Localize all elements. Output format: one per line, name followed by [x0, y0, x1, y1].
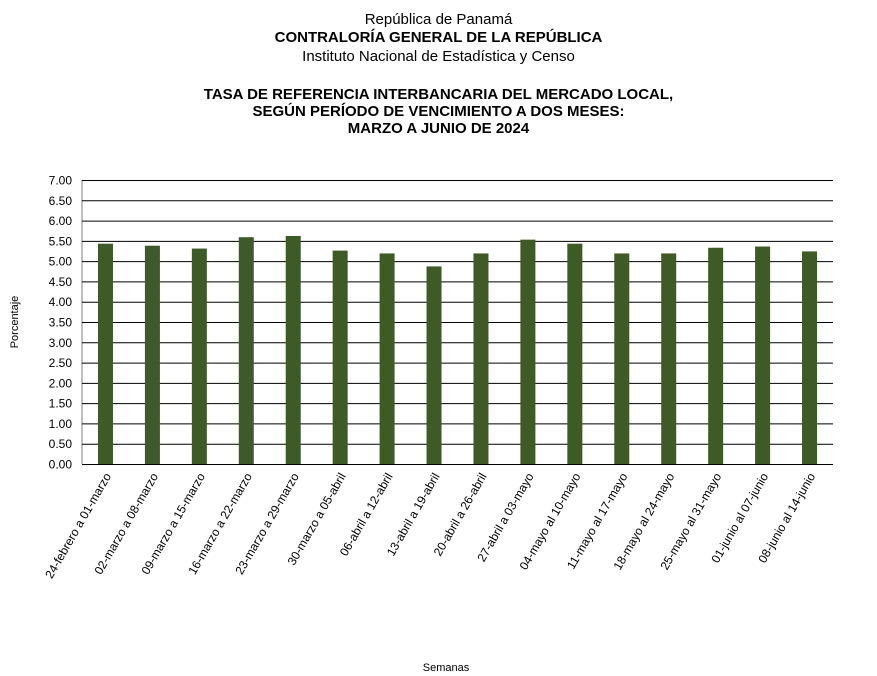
y-tick-label: 4.00 — [49, 295, 73, 309]
bar — [661, 253, 677, 464]
y-tick-label: 3.50 — [49, 316, 73, 330]
y-tick-label: 1.00 — [49, 417, 73, 431]
y-tick-label: 3.00 — [49, 336, 73, 350]
bar — [614, 253, 630, 464]
chart-title-line1: TASA DE REFERENCIA INTERBANCARIA DEL MER… — [203, 86, 674, 103]
y-tick-label: 2.50 — [49, 356, 73, 370]
y-tick-label: 7.00 — [49, 174, 73, 188]
y-tick-label: 5.00 — [49, 255, 73, 269]
bar — [567, 243, 583, 464]
bar — [285, 235, 301, 464]
y-axis-label: Porcentaje — [9, 296, 21, 349]
bar — [708, 247, 724, 464]
chart-title-line3: MARZO A JUNIO DE 2024 — [347, 120, 530, 137]
bar — [426, 266, 442, 464]
y-tick-label: 4.50 — [49, 275, 73, 289]
chart-title-line2: SEGÚN PERÍODO DE VENCIMIENTO A DOS MESES… — [252, 103, 625, 120]
y-tick-label: 0.00 — [49, 458, 73, 472]
bar — [191, 248, 207, 464]
bar — [755, 246, 771, 464]
y-tick-label: 2.00 — [49, 376, 73, 390]
y-tick-label: 1.50 — [49, 397, 73, 411]
bar — [473, 253, 489, 464]
header-institute: Instituto Nacional de Estadística y Cens… — [302, 48, 575, 65]
y-tick-label: 5.50 — [49, 234, 73, 248]
bar — [802, 251, 818, 464]
header-republic: República de Panamá — [364, 11, 513, 28]
chart-title: TASA DE REFERENCIA INTERBANCARIA DEL MER… — [0, 86, 877, 137]
y-tick-label: 0.50 — [49, 437, 73, 451]
x-axis-label: Semanas — [423, 662, 470, 674]
bar — [520, 239, 536, 464]
y-tick-label: 6.50 — [49, 194, 73, 208]
bar — [97, 243, 113, 464]
bar — [238, 237, 254, 464]
bar — [379, 253, 395, 464]
bar — [144, 245, 160, 464]
bar — [332, 250, 348, 464]
header-contraloria: CONTRALORÍA GENERAL DE LA REPÚBLICA — [274, 29, 603, 46]
y-tick-label: 6.00 — [49, 214, 73, 228]
